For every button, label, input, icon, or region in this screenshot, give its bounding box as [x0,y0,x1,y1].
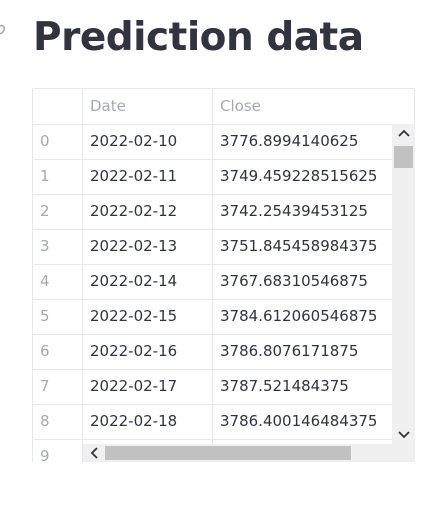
cell-date[interactable]: 2022-02-16 [83,334,213,369]
row-index: 3 [33,229,83,264]
row-index: 2 [33,194,83,229]
scrollbar-corner [392,444,415,462]
header-date[interactable]: Date [83,89,213,124]
cell-date[interactable]: 2022-02-14 [83,264,213,299]
page-title: Prediction data [33,15,364,60]
horizontal-scrollbar[interactable] [83,444,411,462]
cell-close[interactable]: 3751.845458984375 [213,229,415,264]
table-header: Date Close [33,89,415,125]
cell-date[interactable]: 2022-02-11 [83,159,213,194]
cell-date[interactable]: 2022-02-12 [83,194,213,229]
table-row[interactable]: 2 2022-02-12 3742.25439453125 [33,194,415,230]
row-index: 9 [33,439,83,462]
vertical-scrollbar[interactable] [392,124,415,444]
header-close[interactable]: Close [213,89,415,124]
link-icon[interactable] [0,22,10,42]
cell-date[interactable]: 2022-02-15 [83,299,213,334]
cell-close[interactable]: 3776.8994140625 [213,124,415,159]
cell-close[interactable]: 3767.68310546875 [213,264,415,299]
table-row[interactable]: 8 2022-02-18 3786.400146484375 [33,404,415,440]
table-row[interactable]: 1 2022-02-11 3749.459228515625 [33,159,415,195]
cell-close[interactable]: 3742.25439453125 [213,194,415,229]
row-index: 6 [33,334,83,369]
table-row[interactable]: 5 2022-02-15 3784.612060546875 [33,299,415,335]
cell-close[interactable]: 3784.612060546875 [213,299,415,334]
chevron-left-icon[interactable] [85,444,103,462]
table-row[interactable]: 7 2022-02-17 3787.521484375 [33,369,415,405]
cell-date[interactable]: 2022-02-10 [83,124,213,159]
data-table[interactable]: Date Close 0 2022-02-10 3776.8994140625 … [32,88,415,462]
chevron-down-icon[interactable] [392,426,415,444]
table-row[interactable]: 0 2022-02-10 3776.8994140625 [33,124,415,160]
cell-close[interactable]: 3786.400146484375 [213,404,415,439]
horizontal-scroll-thumb[interactable] [105,446,351,460]
row-index: 5 [33,299,83,334]
cell-close[interactable]: 3787.521484375 [213,369,415,404]
table-row[interactable]: 6 2022-02-16 3786.8076171875 [33,334,415,370]
table-row[interactable]: 4 2022-02-14 3767.68310546875 [33,264,415,300]
row-index: 8 [33,404,83,439]
vertical-scroll-thumb[interactable] [394,146,413,168]
cell-date[interactable]: 2022-02-18 [83,404,213,439]
chevron-up-icon[interactable] [392,124,415,142]
row-index: 7 [33,369,83,404]
row-index: 1 [33,159,83,194]
header-index [33,89,83,124]
cell-date[interactable]: 2022-02-17 [83,369,213,404]
cell-date[interactable]: 2022-02-13 [83,229,213,264]
table-row[interactable]: 3 2022-02-13 3751.845458984375 [33,229,415,265]
row-index: 0 [33,124,83,159]
cell-close[interactable]: 3749.459228515625 [213,159,415,194]
row-index: 4 [33,264,83,299]
cell-close[interactable]: 3786.8076171875 [213,334,415,369]
